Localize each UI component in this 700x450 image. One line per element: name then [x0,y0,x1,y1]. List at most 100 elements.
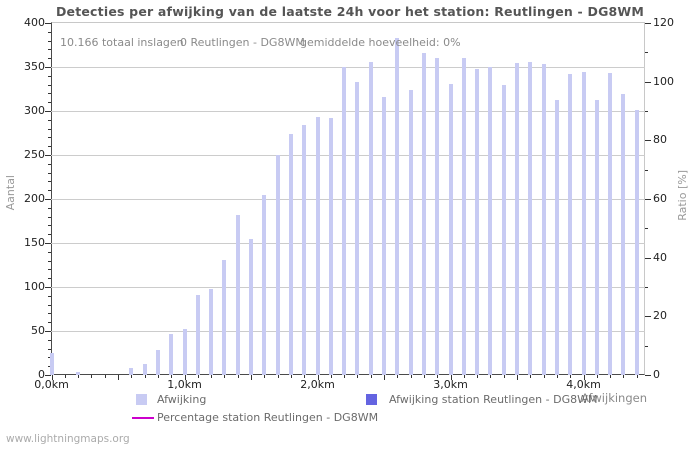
x-minor-tick [344,375,346,378]
y-left-minor-tick [48,225,51,227]
x-minor-tick [437,375,439,378]
bar-afwijking [382,96,386,375]
y-left-tick-label: 300 [24,104,45,117]
y-left-minor-tick [48,49,51,51]
y-left-tick-label: 150 [24,236,45,249]
x-minor-tick [490,375,492,378]
x-minor-tick [357,375,359,378]
y-right-tick-label: 120 [653,16,674,29]
bar-afwijking [368,61,373,375]
legend-label-afwijking: Afwijking [157,393,207,406]
bar-afwijking [129,367,134,375]
y-right-minor-tick [645,228,648,230]
y-right-minor-tick [645,287,648,288]
legend-swatch-percentage-line [132,417,154,419]
bar-afwijking [49,353,54,375]
x-minor-tick [211,375,213,378]
y-left-tick-label: 50 [31,324,45,337]
x-minor-tick [144,375,146,378]
x-minor-tick [543,375,545,378]
bar-afwijking [142,364,147,375]
bar-afwijking [315,117,320,375]
y-left-minor-tick [48,58,51,60]
y-left-major-tick [45,67,51,68]
y-left-major-tick [45,199,51,200]
x-minor-tick [477,375,479,378]
y-right-minor-tick [645,111,648,112]
y-left-major-tick [45,155,51,156]
x-minor-tick [370,375,372,378]
y-left-minor-tick [48,295,51,297]
bar-afwijking [594,100,599,375]
x-minor-tick [224,375,226,378]
y-left-minor-tick [48,40,51,42]
y-left-minor-tick [48,146,51,148]
plot-area [51,22,645,375]
y-left-tick-label: 350 [24,60,45,73]
x-minor-tick [290,375,292,378]
x-minor-tick [556,375,558,378]
y-right-minor-tick [645,169,648,171]
x-minor-tick [623,375,625,378]
x-minor-tick [463,375,465,378]
y-left-major-tick [45,287,51,288]
y-left-tick-label: 250 [24,148,45,161]
x-minor-tick [157,375,159,378]
y-left-minor-tick [48,278,51,280]
y-left-minor-tick [48,102,51,104]
y-left-minor-tick [48,269,51,271]
y-right-tick-label: 40 [653,250,667,264]
x-tick-label: 2,0km [300,378,335,391]
y-right-tick-label: 20 [653,309,667,323]
x-minor-tick [636,375,638,378]
x-minor-tick [78,375,80,378]
y-left-minor-tick [48,163,51,165]
x-minor-tick [330,375,332,378]
gridline [51,111,645,112]
bar-afwijking [581,72,586,375]
y-right-major-tick [645,23,651,24]
y-left-major-tick [45,331,51,332]
y-right-minor-tick [645,52,648,54]
bar-afwijking [395,37,400,375]
bar-afwijking [249,239,253,375]
y-left-major-tick [45,243,51,244]
x-minor-tick [596,375,598,378]
x-major-tick [583,375,585,380]
x-minor-tick [423,375,425,378]
y-left-minor-tick [48,119,51,121]
x-minor-tick [104,375,106,378]
bar-afwijking [528,61,533,375]
bar-afwijking [488,67,493,375]
gridline [51,331,645,332]
y-left-minor-tick [48,234,51,236]
y-left-minor-tick [48,93,51,95]
x-minor-tick [410,375,412,378]
y-left-minor-tick [48,251,51,253]
gridline [51,155,645,156]
station-count-text: 0 Reutlingen - DG8WM [180,36,305,49]
y-axis-title-left: Aantal [4,175,17,211]
bar-afwijking [448,83,453,375]
bar-afwijking [621,94,626,375]
legend-swatch-afwijking-station [366,394,377,405]
x-minor-tick [237,375,239,378]
bar-afwijking [355,81,360,375]
bar-afwijking [568,74,573,375]
x-minor-tick [304,375,306,378]
gridline [51,199,645,200]
total-strikes-text: 10.166 totaal inslagen [60,36,184,49]
legend-label-afwijking-station: Afwijking station Reutlingen - DG8WM [389,393,598,406]
y-left-minor-tick [48,84,51,86]
legend-label-percentage: Percentage station Reutlingen - DG8WM [157,411,379,424]
bar-afwijking [262,195,267,375]
bar-afwijking [275,155,280,375]
y-left-minor-tick [48,207,51,209]
y-left-major-tick [45,111,51,112]
y-right-major-tick [645,375,651,376]
chart-title: Detecties per afwijking van de laatste 2… [55,4,645,19]
bar-afwijking [554,99,559,375]
y-left-major-tick [45,375,51,376]
y-right-major-tick [645,199,651,200]
